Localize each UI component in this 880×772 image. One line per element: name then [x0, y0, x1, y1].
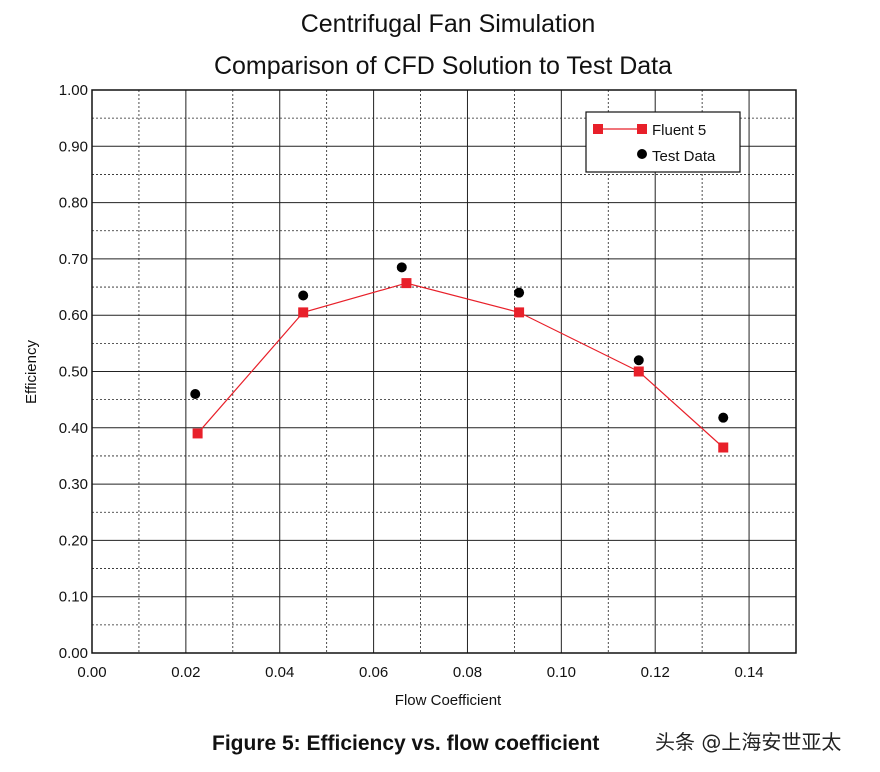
data-point-fluent-5: [633, 366, 644, 377]
x-tick-label: 0.06: [359, 664, 388, 681]
data-point-fluent-5: [192, 428, 203, 439]
x-axis-ticks: 0.00 0.02 0.04 0.06 0.08 0.10 0.12 0.14: [77, 664, 763, 681]
data-point-test-data: [718, 412, 729, 423]
y-tick-label: 0.80: [59, 195, 88, 212]
legend-box: [585, 111, 741, 173]
legend-label-fluent: Fluent 5: [652, 122, 706, 139]
y-tick-label: 0.10: [59, 589, 88, 606]
x-tick-label: 0.10: [547, 664, 576, 681]
x-tick-label: 0.04: [265, 664, 294, 681]
x-axis-label: Flow Coefficient: [395, 692, 502, 709]
data-point-test-data: [298, 290, 309, 301]
y-tick-label: 0.20: [59, 532, 88, 549]
y-tick-label: 0.00: [59, 645, 88, 662]
chart-subtitle: Comparison of CFD Solution to Test Data: [214, 52, 672, 80]
x-tick-label: 0.02: [171, 664, 200, 681]
y-tick-label: 0.70: [59, 251, 88, 268]
legend-marker-test: [637, 149, 647, 159]
data-point-test-data: [396, 262, 407, 273]
data-point-fluent-5: [514, 307, 525, 318]
y-tick-label: 0.30: [59, 476, 88, 493]
y-tick-label: 0.60: [59, 307, 88, 324]
y-tick-label: 0.50: [59, 364, 88, 381]
y-axis-ticks: 0.00 0.10 0.20 0.30 0.40 0.50 0.60 0.70 0.80 0.90…: [59, 82, 88, 662]
x-tick-label: 0.12: [641, 664, 670, 681]
chart-title: Centrifugal Fan Simulation: [301, 10, 596, 38]
data-point-fluent-5: [298, 307, 309, 318]
figure-caption: Figure 5: Efficiency vs. flow coefficien…: [212, 732, 599, 755]
series-line-fluent-5: [197, 282, 724, 448]
y-tick-label: 0.90: [59, 138, 88, 155]
legend-marker-fluent: [593, 124, 603, 134]
y-tick-label: 1.00: [59, 82, 88, 99]
x-tick-label: 0.00: [77, 664, 106, 681]
watermark: 头条 @上海安世亚太: [655, 730, 841, 754]
x-tick-label: 0.08: [453, 664, 482, 681]
y-tick-label: 0.40: [59, 420, 88, 437]
y-axis-label: Efficiency: [23, 340, 40, 404]
data-point-test-data: [190, 389, 201, 400]
plot-grid: [91, 89, 797, 654]
data-point-fluent-5: [718, 442, 729, 453]
x-tick-label: 0.14: [734, 664, 763, 681]
data-point-test-data: [633, 355, 644, 366]
legend-marker-fluent-end: [637, 124, 647, 134]
series-layer: [190, 262, 729, 453]
data-point-test-data: [514, 287, 525, 298]
legend-label-test: Test Data: [652, 148, 716, 165]
data-point-fluent-5: [401, 278, 412, 289]
legend: Fluent 5 Test Data: [585, 111, 741, 173]
plot-frame: [91, 89, 797, 654]
